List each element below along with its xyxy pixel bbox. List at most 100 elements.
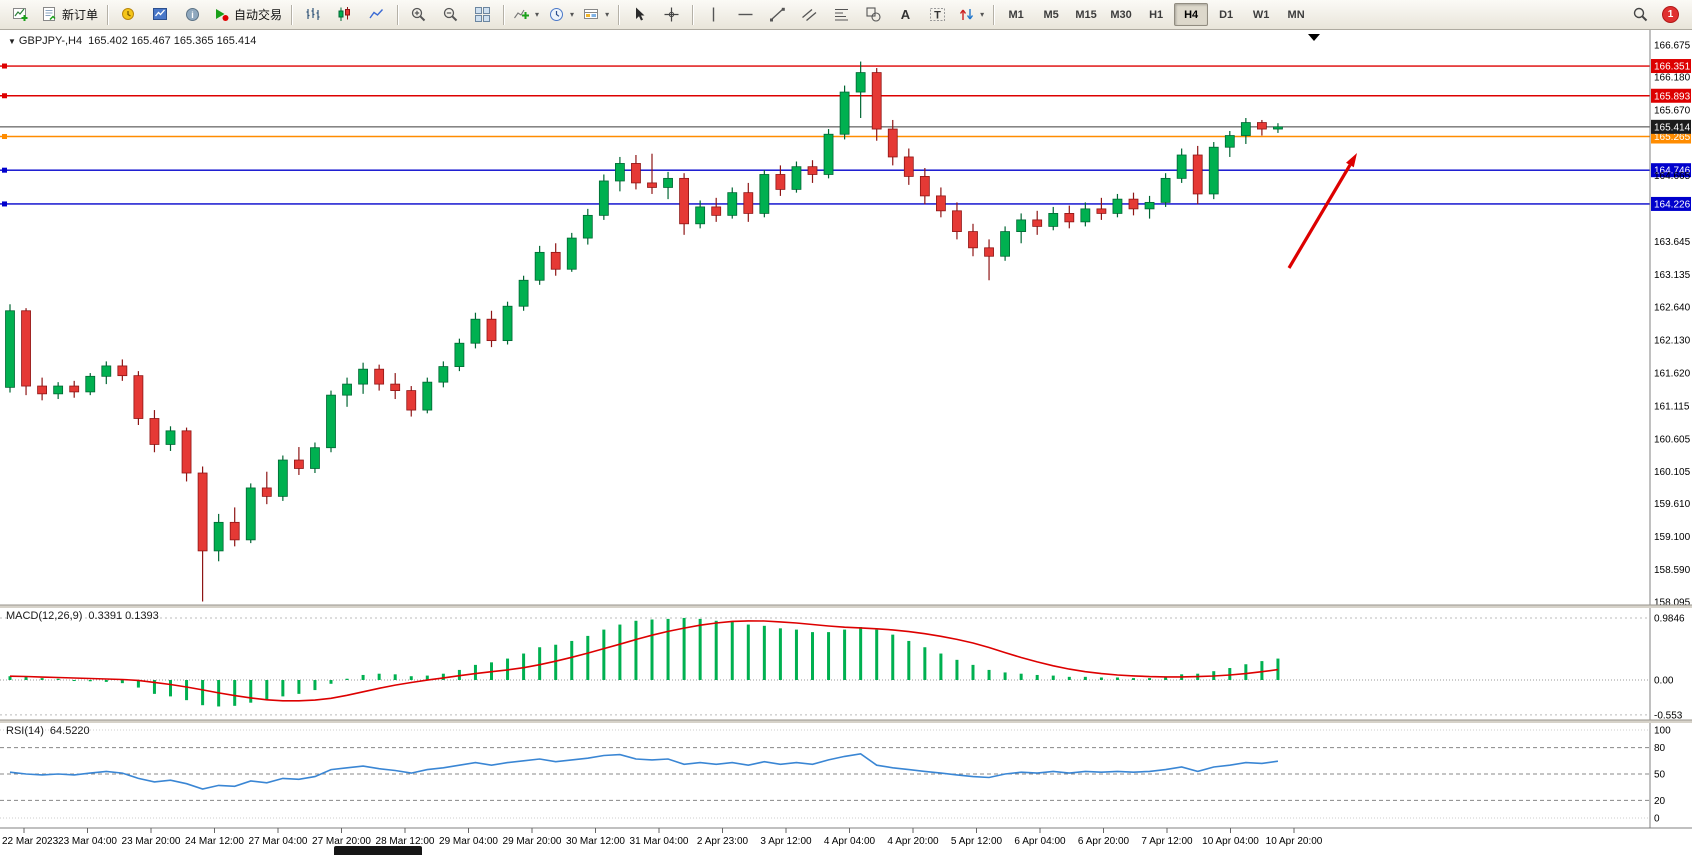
rsi-panel[interactable]: 100 80 50 20 0	[0, 726, 1671, 825]
crosshair-tool-button[interactable]	[656, 2, 687, 28]
fibonacci-icon	[835, 8, 849, 21]
auto-trading-button[interactable]: 自动交易	[209, 2, 286, 28]
macd-histogram-bar	[618, 624, 622, 680]
rsi-level-label: 80	[1654, 743, 1666, 754]
dropdown-caret: ▾	[535, 10, 540, 19]
time-axis-label: 10 Apr 04:00	[1202, 836, 1259, 847]
macd-histogram-bar	[441, 673, 445, 680]
text-tool-button[interactable]: A	[890, 2, 921, 28]
macd-histogram-bar	[281, 680, 285, 697]
arrow-objects-icon	[960, 9, 974, 20]
macd-histogram-bar	[1164, 676, 1168, 680]
timeframe-m30-button[interactable]: M30	[1110, 8, 1132, 21]
horizontal-line-tool-button[interactable]	[730, 2, 761, 28]
macd-histogram-bar	[602, 629, 606, 680]
svg-text:164.746: 164.746	[1654, 166, 1691, 177]
line-anchor-handle[interactable]	[2, 167, 7, 173]
line-anchor-handle[interactable]	[2, 63, 7, 69]
navigator-button[interactable]	[145, 2, 176, 28]
price-chart-canvas[interactable]: 166.351 165.893 165.265 164.746 164.226 165.4…	[0, 30, 1692, 855]
line-chart-mode-button[interactable]	[361, 2, 392, 28]
macd-histogram-bar	[1099, 677, 1103, 680]
macd-histogram-bar	[1035, 674, 1039, 680]
chart-shift-marker[interactable]	[1308, 34, 1320, 41]
macd-histogram-bar	[811, 632, 814, 680]
macd-histogram-bar	[746, 624, 750, 680]
line-anchor-handle[interactable]	[2, 134, 7, 140]
new-chart-button[interactable]	[5, 2, 36, 28]
macd-histogram-bar	[120, 680, 124, 684]
macd-histogram-bar	[425, 675, 429, 680]
main-price-panel[interactable]	[0, 34, 1650, 602]
vertical-line-tool-button[interactable]	[698, 2, 729, 28]
notification-badge[interactable]: 1	[1662, 6, 1679, 23]
time-axis-label: 23 Mar 20:00	[122, 836, 181, 847]
cursor-tool-button[interactable]	[624, 2, 655, 28]
shapes-icon	[866, 7, 881, 22]
rsi-level-label: 0	[1654, 814, 1660, 825]
auto-trading-label: 自动交易	[234, 8, 283, 22]
line-anchor-handle[interactable]	[2, 201, 7, 207]
svg-text:T: T	[934, 10, 941, 22]
macd-histogram-bar	[859, 627, 863, 680]
macd-histogram-bar	[698, 618, 702, 680]
text-label-tool-button[interactable]: T	[922, 2, 953, 28]
rsi-line	[9, 752, 1279, 790]
channel-tool-button[interactable]	[794, 2, 825, 28]
trend-arrow-annotation[interactable]	[1287, 153, 1357, 269]
market-watch-icon	[122, 8, 135, 20]
macd-panel[interactable]: 0.9846 0.00 -0.553	[0, 613, 1685, 721]
vertical-line-icon	[712, 7, 715, 22]
indicators-button[interactable]: ▾	[509, 2, 543, 28]
timeframe-w1-button[interactable]: W1	[1252, 8, 1270, 21]
line-anchor-handle[interactable]	[2, 93, 7, 99]
timeframe-m15-button[interactable]: M15	[1075, 8, 1097, 21]
rsi-level-label: 20	[1654, 796, 1666, 807]
macd-histogram-bar	[827, 632, 831, 680]
dropdown-caret: ▾	[570, 10, 575, 19]
panel-splitter[interactable]	[0, 720, 1692, 723]
trendline-icon	[770, 7, 785, 22]
market-watch-button[interactable]	[113, 2, 144, 28]
macd-histogram-bar	[778, 628, 782, 680]
periods-button[interactable]: ▾	[544, 2, 578, 28]
bar-chart-mode-button[interactable]	[297, 2, 328, 28]
macd-histogram-bar	[1067, 676, 1071, 680]
macd-histogram-bar	[570, 640, 574, 680]
timeframe-m5-button[interactable]: M5	[1043, 8, 1059, 21]
timeframe-h4-button[interactable]: H4	[1174, 3, 1209, 26]
macd-histogram-bar	[714, 620, 718, 680]
macd-histogram-bar	[88, 680, 92, 682]
time-axis-label: 24 Mar 12:00	[185, 836, 244, 847]
panel-splitter[interactable]	[0, 605, 1692, 608]
macd-histogram-bar	[1148, 678, 1152, 680]
time-axis-label: 27 Mar 04:00	[249, 836, 308, 847]
fibonacci-tool-button[interactable]	[826, 2, 857, 28]
macd-histogram-bar	[875, 629, 879, 680]
macd-histogram-bar	[794, 629, 798, 680]
timeframe-h1-button[interactable]: H1	[1149, 8, 1164, 21]
templates-button[interactable]: ▾	[579, 2, 613, 28]
macd-histogram-bar	[297, 680, 301, 694]
terminal-info-button[interactable]: i	[177, 2, 208, 28]
tile-windows-button[interactable]	[467, 2, 498, 28]
timeframe-d1-button[interactable]: D1	[1219, 8, 1234, 21]
price-badge: 164.226	[1651, 196, 1691, 211]
price-tick-label: 165.670	[1654, 106, 1691, 117]
zoom-in-button[interactable]	[403, 2, 434, 28]
arrows-tool-button[interactable]: ▾	[954, 2, 988, 28]
search-button[interactable]	[1625, 2, 1656, 28]
shapes-tool-button[interactable]	[858, 2, 889, 28]
price-tick-label: 161.115	[1654, 401, 1690, 412]
candlestick-mode-button[interactable]	[329, 2, 360, 28]
timeframe-mn-button[interactable]: MN	[1287, 8, 1305, 21]
timeframe-m1-button[interactable]: M1	[1008, 8, 1024, 21]
macd-histogram-bar	[730, 622, 734, 680]
tile-windows-icon	[475, 7, 491, 22]
zoom-out-button[interactable]	[435, 2, 466, 28]
trendline-tool-button[interactable]	[762, 2, 793, 28]
macd-histogram-bar	[554, 644, 558, 680]
macd-axis-label: 0.9846	[1654, 613, 1685, 624]
new-order-button[interactable]: 新订单	[37, 2, 102, 28]
price-tick-label: 166.180	[1654, 73, 1691, 84]
